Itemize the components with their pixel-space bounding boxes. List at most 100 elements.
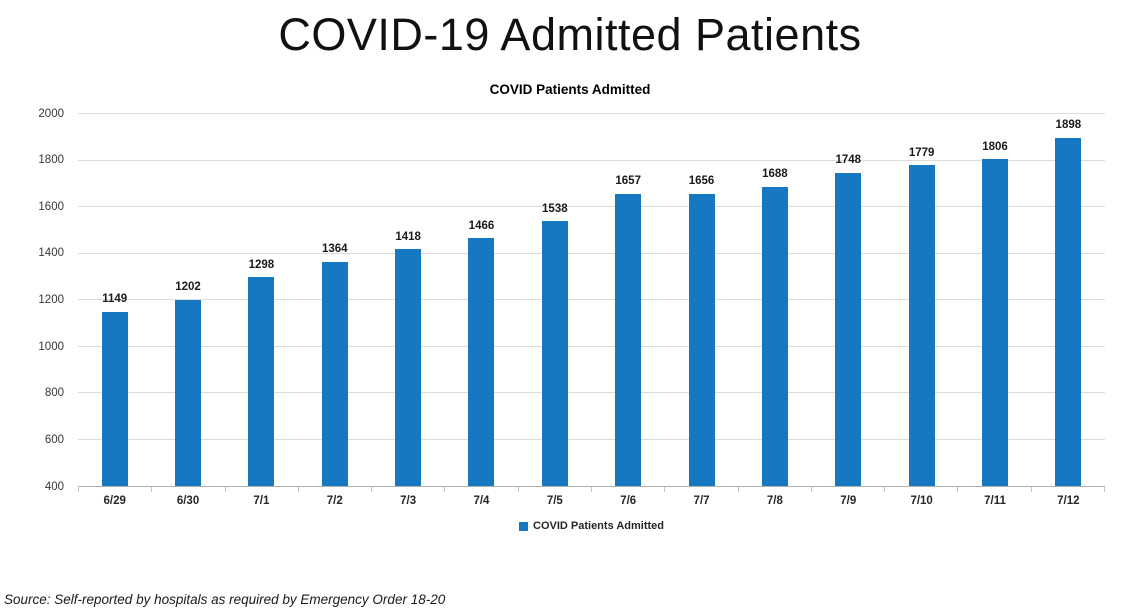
source-note: Source: Self-reported by hospitals as re…	[4, 592, 446, 607]
bar-column: 1898	[1032, 114, 1105, 486]
bar-column: 1418	[371, 114, 444, 486]
y-axis-tick-label: 1400	[38, 247, 64, 260]
legend: COVID Patients Admitted	[78, 520, 1105, 532]
bar-column: 1656	[665, 114, 738, 486]
y-axis-tick-label: 1800	[38, 153, 64, 166]
x-axis-tick-label: 7/12	[1057, 495, 1080, 507]
x-axis-tick-label: 7/4	[473, 495, 490, 507]
x-axis-tick	[884, 487, 957, 492]
y-axis-tick-label: 400	[44, 480, 64, 493]
bar-value-label: 1298	[248, 258, 275, 271]
x-axis-tick-label: 7/11	[984, 495, 1006, 507]
bar-value-label: 1149	[102, 293, 128, 306]
gridline	[78, 299, 1105, 300]
legend-label: COVID Patients Admitted	[533, 520, 664, 532]
bar-value-label: 1538	[542, 202, 568, 215]
bar-value-label: 1418	[395, 230, 421, 243]
gridline	[78, 345, 1105, 347]
gridline	[78, 392, 1105, 393]
x-axis-labels: 6/29 6/30 7/1 7/2 7/3 7/4 7/5 7/6 7/7 7/8 7/9 7/10 7…	[78, 495, 1105, 507]
bar	[688, 193, 715, 486]
gridline	[78, 206, 1105, 207]
bar-value-label: 1202	[175, 281, 201, 294]
bar	[541, 221, 568, 486]
bar-column: 1466	[445, 114, 518, 486]
x-axis-tick	[664, 487, 737, 492]
bar	[908, 165, 935, 486]
x-axis-tick-label: 6/29	[103, 495, 126, 507]
x-axis-tick	[371, 487, 444, 492]
plot-stack: 1149 1202 1298 1364 1418 1466 1538 1657 1656 1688…	[78, 113, 1105, 507]
bar-value-label: 1364	[321, 243, 348, 256]
chart-title: COVID Patients Admitted	[489, 82, 651, 97]
bar-value-label: 1898	[1055, 119, 1082, 132]
bar-column: 1149	[78, 114, 151, 486]
bar	[175, 299, 202, 486]
y-axis: 400 600 800 1000 1200 1400 1600 1800 2000	[0, 108, 78, 492]
bar	[615, 193, 642, 486]
x-axis-tick	[1030, 487, 1105, 492]
bar	[248, 277, 275, 486]
legend-marker-icon	[519, 521, 528, 531]
bar-column: 1806	[958, 114, 1031, 486]
x-axis-tick	[737, 487, 811, 492]
bar-column: 1688	[738, 114, 811, 486]
x-axis-tick-label: 7/8	[766, 495, 783, 507]
bar-value-label: 1688	[762, 168, 788, 181]
bar-value-label: 1656	[688, 175, 715, 188]
bar-column: 1364	[298, 114, 371, 486]
bar-chart: COVID Patients Admitted 400 600 800 1000 120…	[0, 82, 1140, 532]
bar	[395, 249, 422, 486]
bar	[101, 311, 128, 486]
y-axis-tick-label: 1000	[38, 340, 64, 353]
page: COVID-19 Admitted Patients COVID Patient…	[0, 8, 1140, 614]
bar-value-label: 1657	[615, 175, 641, 188]
y-axis-tick-label: 1200	[38, 293, 64, 306]
bar	[1055, 137, 1082, 486]
chart-plot-area: 400 600 800 1000 1200 1400 1600 1800 2000 1149 12…	[0, 108, 1140, 507]
x-axis-tick	[444, 487, 517, 492]
gridline	[78, 438, 1105, 440]
gridline	[78, 252, 1105, 254]
x-axis-tick	[224, 487, 298, 492]
bar-column: 1298	[225, 114, 298, 486]
x-axis-tick	[151, 487, 224, 492]
x-axis-tick	[78, 487, 151, 492]
bar-value-label: 1779	[908, 146, 935, 159]
bar	[321, 261, 348, 486]
x-axis-tick	[517, 487, 591, 492]
bar-column: 1657	[592, 114, 665, 486]
y-axis-tick-label: 600	[44, 433, 64, 446]
x-axis-tick	[810, 487, 884, 492]
y-axis-tick-label: 2000	[38, 107, 64, 120]
bar	[981, 159, 1008, 486]
bar-value-label: 1466	[468, 219, 495, 232]
bar-column: 1202	[151, 114, 224, 486]
y-axis-tick-label: 800	[44, 387, 64, 399]
bar-column: 1748	[812, 114, 885, 486]
bar-column: 1538	[518, 114, 591, 486]
x-axis-tick-label: 7/2	[326, 495, 343, 507]
bar	[835, 172, 862, 486]
gridline	[78, 159, 1105, 161]
x-axis-tick-label: 7/6	[620, 495, 637, 507]
bar	[468, 238, 495, 486]
x-axis-tick	[957, 487, 1030, 492]
x-axis-tick-label: 7/10	[910, 495, 933, 507]
x-axis-tick-label: 7/3	[400, 495, 417, 507]
x-axis-tick	[590, 487, 664, 492]
x-axis-tick-label: 7/5	[546, 495, 563, 507]
plot: 1149 1202 1298 1364 1418 1466 1538 1657 1656 1688…	[78, 113, 1105, 487]
bar-series: 1149 1202 1298 1364 1418 1466 1538 1657 1656 1688…	[78, 114, 1105, 486]
gridline	[78, 113, 1105, 114]
x-axis-tick	[297, 487, 371, 492]
page-title: COVID-19 Admitted Patients	[278, 9, 862, 60]
x-axis-tick-label: 7/1	[253, 495, 270, 507]
bar-column: 1779	[885, 114, 958, 486]
y-axis-tick-label: 1600	[38, 200, 64, 213]
bar-value-label: 1806	[982, 140, 1008, 153]
x-axis-ticks	[78, 487, 1105, 492]
x-axis-tick-label: 7/9	[840, 495, 857, 507]
x-axis-tick-label: 6/30	[176, 495, 200, 507]
bar-value-label: 1748	[835, 154, 862, 167]
